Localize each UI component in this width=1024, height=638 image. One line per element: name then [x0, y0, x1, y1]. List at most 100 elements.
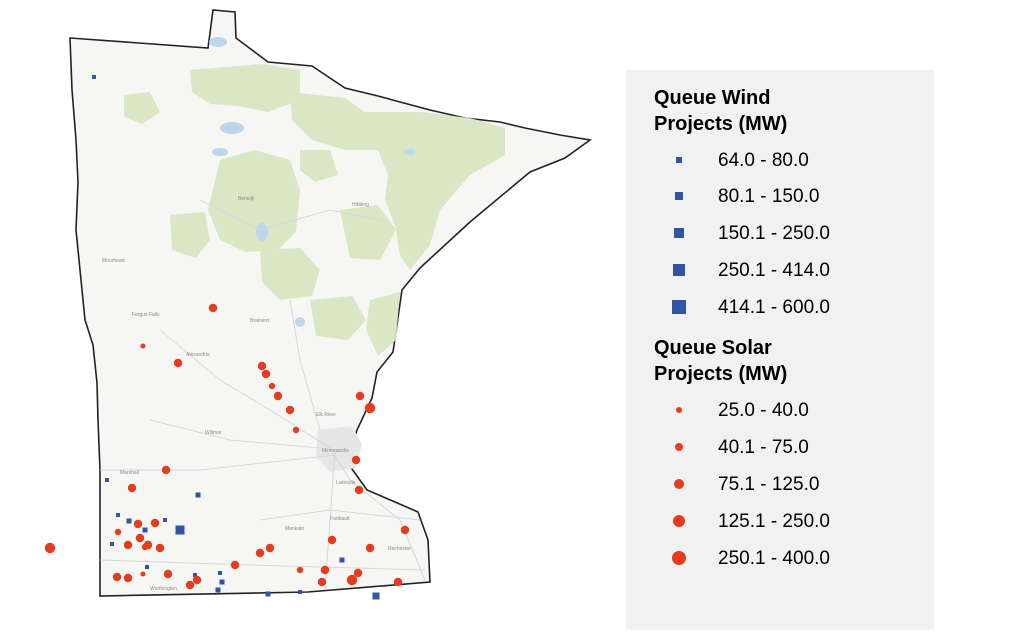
- wind-13-marker: [218, 571, 222, 575]
- solar-1-marker: [208, 303, 218, 313]
- wind-6-marker: [142, 527, 148, 533]
- wind-legend-title-line2: Projects (MW): [654, 113, 788, 135]
- solar-10-marker: [355, 391, 365, 401]
- solar-legend-label: 75.1 - 125.0: [718, 474, 820, 495]
- solar-41-marker: [265, 543, 275, 553]
- wind-9-marker: [175, 525, 185, 535]
- place-label: Rochester: [388, 546, 411, 552]
- place-label: Marshall: [120, 470, 139, 476]
- place-label: Moorhead: [102, 258, 125, 264]
- place-label: Minneapolis: [322, 448, 349, 454]
- wind-12-marker: [215, 587, 221, 593]
- place-labels: Brainerd Hibbing Elk River Minneapolis L…: [102, 196, 411, 592]
- wind-square-icon: [675, 192, 683, 200]
- solar-34-marker: [400, 525, 410, 535]
- metro-area: [316, 426, 362, 472]
- solar-legend-label: 25.0 - 40.0: [718, 400, 809, 421]
- wind-square-icon: [673, 264, 685, 276]
- solar-9-marker: [292, 426, 300, 434]
- place-label: Brainerd: [250, 318, 269, 324]
- solar-legend-label: 125.1 - 250.0: [718, 511, 830, 532]
- solar-circle-icon: [674, 479, 684, 489]
- solar-circle-icon: [676, 407, 682, 413]
- place-label: Lakeville: [336, 480, 356, 486]
- solar-legend-item: 25.0 - 40.0: [626, 398, 934, 424]
- solar-projects-layer: [44, 303, 410, 590]
- solar-26-marker: [123, 573, 133, 583]
- solar-legend-item: 75.1 - 125.0: [626, 472, 934, 498]
- solar-legend-item: 250.1 - 400.0: [626, 546, 934, 572]
- solar-33-marker: [365, 543, 375, 553]
- solar-25-marker: [112, 572, 122, 582]
- roads: [99, 199, 426, 591]
- wind-legend-label: 80.1 - 150.0: [718, 186, 820, 207]
- solar-38-marker: [353, 568, 363, 578]
- wind-legend-label: 250.1 - 414.0: [718, 260, 830, 281]
- solar-6-marker: [268, 382, 276, 390]
- wind-legend-title-line1: Queue Wind: [654, 87, 771, 109]
- minnesota-map: Brainerd Hibbing Elk River Minneapolis L…: [44, 9, 593, 600]
- wind-3-marker: [116, 513, 120, 517]
- solar-legend-item: 40.1 - 75.0: [626, 435, 934, 461]
- wind-2-marker: [105, 478, 109, 482]
- solar-29-marker: [185, 580, 195, 590]
- solar-circle-icon: [673, 515, 685, 527]
- wind-projects-layer: [92, 75, 380, 600]
- wind-5-marker: [126, 518, 132, 524]
- wind-8-marker: [163, 518, 167, 522]
- wind-square-icon: [672, 300, 686, 314]
- wind-legend-item: 250.1 - 414.0: [626, 258, 934, 284]
- solar-legend-label: 40.1 - 75.0: [718, 437, 809, 458]
- solar-30-marker: [230, 560, 240, 570]
- solar-35-marker: [346, 574, 358, 586]
- solar-32-marker: [327, 535, 337, 545]
- wind-19-marker: [372, 592, 380, 600]
- place-label: Willmar: [205, 430, 222, 436]
- solar-40-marker: [320, 565, 330, 575]
- solar-2-marker: [140, 343, 146, 349]
- solar-21-marker: [114, 528, 122, 536]
- lakes: [209, 37, 416, 327]
- forest-areas: [124, 64, 505, 356]
- wind-4-marker: [110, 542, 114, 546]
- solar-3-marker: [173, 358, 183, 368]
- wind-square-icon: [676, 157, 682, 163]
- wind-15-marker: [265, 591, 271, 597]
- solar-24-marker: [44, 542, 56, 554]
- solar-31-marker: [255, 548, 265, 558]
- solar-15-marker: [127, 483, 137, 493]
- solar-13-marker: [354, 485, 364, 495]
- wind-16-marker: [298, 590, 302, 594]
- solar-22-marker: [141, 543, 149, 551]
- wind-7-marker: [145, 565, 149, 569]
- place-label: Hibbing: [352, 202, 369, 208]
- wind-legend-item: 414.1 - 600.0: [626, 295, 934, 321]
- wind-18-marker: [339, 557, 345, 563]
- place-label: Fergus Falls: [132, 312, 160, 318]
- solar-legend-item: 125.1 - 250.0: [626, 509, 934, 535]
- solar-17-marker: [150, 518, 160, 528]
- solar-27-marker: [140, 571, 146, 577]
- solar-37-marker: [296, 566, 304, 574]
- solar-16-marker: [133, 519, 143, 529]
- solar-12-marker: [351, 455, 361, 465]
- place-label: Faribault: [330, 516, 350, 522]
- wind-legend-label: 414.1 - 600.0: [718, 297, 830, 318]
- solar-circle-icon: [675, 443, 683, 451]
- solar-circle-icon: [672, 551, 686, 565]
- place-label: Bemidji: [238, 196, 254, 202]
- solar-8-marker: [285, 405, 295, 415]
- solar-23-marker: [155, 543, 165, 553]
- place-label: Elk River: [316, 412, 336, 418]
- wind-11-marker: [193, 573, 197, 577]
- solar-42-marker: [192, 575, 202, 585]
- solar-36-marker: [317, 577, 327, 587]
- place-label: Mankato: [285, 526, 304, 532]
- wind-14-marker: [219, 579, 225, 585]
- wind-legend-item: 64.0 - 80.0: [626, 148, 934, 174]
- solar-legend-label: 250.1 - 400.0: [718, 548, 830, 569]
- wind-legend-label: 150.1 - 250.0: [718, 223, 830, 244]
- wind-1-marker: [92, 75, 96, 79]
- solar-7-marker: [273, 391, 283, 401]
- place-label: Worthington: [150, 586, 177, 592]
